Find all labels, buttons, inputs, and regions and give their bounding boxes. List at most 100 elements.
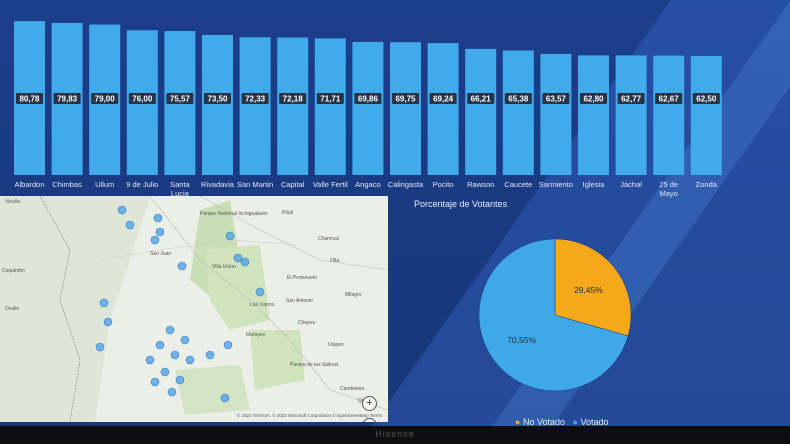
monitor-brand: Hisense bbox=[375, 429, 415, 439]
bar[interactable] bbox=[578, 55, 609, 175]
bar-value-label-bg bbox=[279, 93, 307, 104]
bar-value-label-bg bbox=[580, 93, 607, 104]
bar-value-label-bg bbox=[354, 93, 382, 104]
bar-category-label: 25 de bbox=[659, 180, 678, 189]
map-credit: © 2022 TomTom, © 2022 Microsoft Corporat… bbox=[236, 413, 382, 418]
map-marker[interactable] bbox=[150, 377, 160, 387]
map-marker[interactable] bbox=[160, 367, 170, 377]
map-place-label: Milagro bbox=[345, 292, 362, 298]
bar-value-label: 62,80 bbox=[583, 95, 604, 104]
bar-value-label-bg bbox=[655, 93, 683, 104]
bar-value-label: 65,38 bbox=[508, 95, 529, 104]
legend-label-no-votado[interactable]: No Votado bbox=[522, 417, 565, 427]
map-marker[interactable] bbox=[125, 220, 135, 230]
map-marker[interactable] bbox=[175, 375, 185, 385]
map-panel[interactable]: Vicuña Coquimbo Ovalle San Juan Parque N… bbox=[0, 196, 388, 422]
pie-slice-label: 29,45% bbox=[574, 285, 603, 295]
pie-chart-title: Porcentaje de Votantes bbox=[414, 199, 508, 209]
map-place-label: Olta bbox=[330, 258, 339, 264]
map-marker[interactable] bbox=[180, 335, 190, 345]
bar-value-label: 66,21 bbox=[471, 95, 492, 104]
map-marker[interactable] bbox=[95, 342, 105, 352]
bar[interactable] bbox=[540, 53, 572, 175]
bar[interactable] bbox=[277, 37, 309, 176]
map-marker[interactable] bbox=[167, 387, 177, 397]
map-place-label: San Antonio bbox=[286, 298, 313, 304]
map-marker[interactable] bbox=[165, 325, 175, 335]
turnout-bar-chart: 80,78 Albardon 79,83 Chimbas 79,00 Ullum 76,00… bbox=[14, 21, 722, 198]
bar-category-label: Caucete bbox=[504, 180, 532, 189]
bar-category-label: Pocito bbox=[433, 180, 454, 189]
bar[interactable] bbox=[239, 37, 271, 175]
bar-value-label-bg bbox=[542, 93, 570, 104]
bar-category-label: Rawson bbox=[467, 180, 494, 189]
map-marker[interactable] bbox=[155, 340, 165, 350]
bar-value-label-bg bbox=[166, 93, 194, 104]
map-marker[interactable] bbox=[155, 227, 165, 237]
bar-category-label: Albardon bbox=[14, 180, 44, 189]
map-marker[interactable] bbox=[117, 205, 127, 215]
pie-slice[interactable] bbox=[554, 238, 632, 337]
monitor-bezel bbox=[0, 426, 790, 444]
bar-value-label: 62,77 bbox=[621, 95, 642, 104]
bar-value-label-bg bbox=[204, 93, 231, 104]
bar-category-label: Lucia bbox=[171, 189, 190, 198]
bar-category-label: Jáchal bbox=[620, 180, 642, 189]
map-marker[interactable] bbox=[233, 253, 243, 263]
bar-category-label: Angaco bbox=[355, 180, 380, 189]
map-marker[interactable] bbox=[185, 355, 195, 365]
map-marker[interactable] bbox=[255, 287, 265, 297]
bar[interactable] bbox=[653, 55, 685, 175]
map-marker[interactable] bbox=[225, 231, 235, 241]
map-place-label: Marayes bbox=[246, 332, 266, 338]
pie-legend: ● No Votado ● Votado bbox=[515, 417, 609, 427]
bar-value-label-bg bbox=[504, 93, 532, 104]
bar-value-label: 71,71 bbox=[320, 95, 341, 104]
bar[interactable] bbox=[427, 43, 459, 175]
bar[interactable] bbox=[690, 55, 722, 176]
legend-dot-icon: ● bbox=[515, 417, 521, 427]
bar-category-label: 9 de Julio bbox=[126, 180, 158, 189]
map-marker[interactable] bbox=[177, 261, 187, 271]
bar-category-label: Ullum bbox=[95, 180, 114, 189]
map-marker[interactable] bbox=[153, 213, 163, 223]
bar[interactable] bbox=[465, 48, 497, 176]
map-canvas[interactable]: Vicuña Coquimbo Ovalle San Juan Parque N… bbox=[0, 196, 388, 422]
bar-value-label-bg bbox=[467, 93, 495, 104]
bar-category-label: Chimbas bbox=[52, 180, 82, 189]
bar-value-label: 76,00 bbox=[132, 95, 153, 104]
bar[interactable] bbox=[502, 50, 534, 175]
bar-value-label: 80,78 bbox=[19, 95, 40, 104]
map-place-label: Coquimbo bbox=[2, 268, 25, 274]
map-marker[interactable] bbox=[99, 298, 109, 308]
bar[interactable] bbox=[390, 42, 421, 176]
map-place-label: Pituil bbox=[282, 210, 293, 216]
map-place-label: Parque Nacional Ischigualasto bbox=[200, 211, 268, 217]
zoom-in-button[interactable]: + bbox=[362, 396, 377, 411]
map-markers[interactable] bbox=[95, 205, 265, 403]
map-marker[interactable] bbox=[240, 257, 250, 267]
legend-label-votado[interactable]: Votado bbox=[580, 417, 609, 427]
bar-value-label: 63,57 bbox=[546, 95, 567, 104]
bar[interactable] bbox=[314, 38, 346, 176]
map-place-label: Ovalle bbox=[5, 306, 19, 312]
bar[interactable] bbox=[615, 55, 647, 175]
pie-slice[interactable] bbox=[478, 238, 629, 392]
map-marker[interactable] bbox=[223, 340, 233, 350]
bar-value-label-bg bbox=[617, 93, 645, 104]
map-marker[interactable] bbox=[103, 317, 113, 327]
map-marker[interactable] bbox=[150, 235, 160, 245]
map-marker[interactable] bbox=[220, 393, 230, 403]
bar-value-label: 69,75 bbox=[395, 95, 416, 104]
map-place-label: Candelaria bbox=[340, 386, 364, 392]
bar-value-label: 72,18 bbox=[283, 95, 304, 104]
map-marker[interactable] bbox=[145, 355, 155, 365]
bar[interactable] bbox=[352, 41, 384, 175]
map-marker[interactable] bbox=[170, 350, 180, 360]
bar[interactable] bbox=[202, 35, 233, 175]
bar-category-label: Valle Fertil bbox=[313, 180, 348, 189]
bar-value-label-bg bbox=[316, 93, 344, 104]
map-place-label: Villa Union bbox=[212, 264, 236, 270]
map-marker[interactable] bbox=[205, 350, 215, 360]
bar-value-label-bg bbox=[692, 93, 720, 104]
